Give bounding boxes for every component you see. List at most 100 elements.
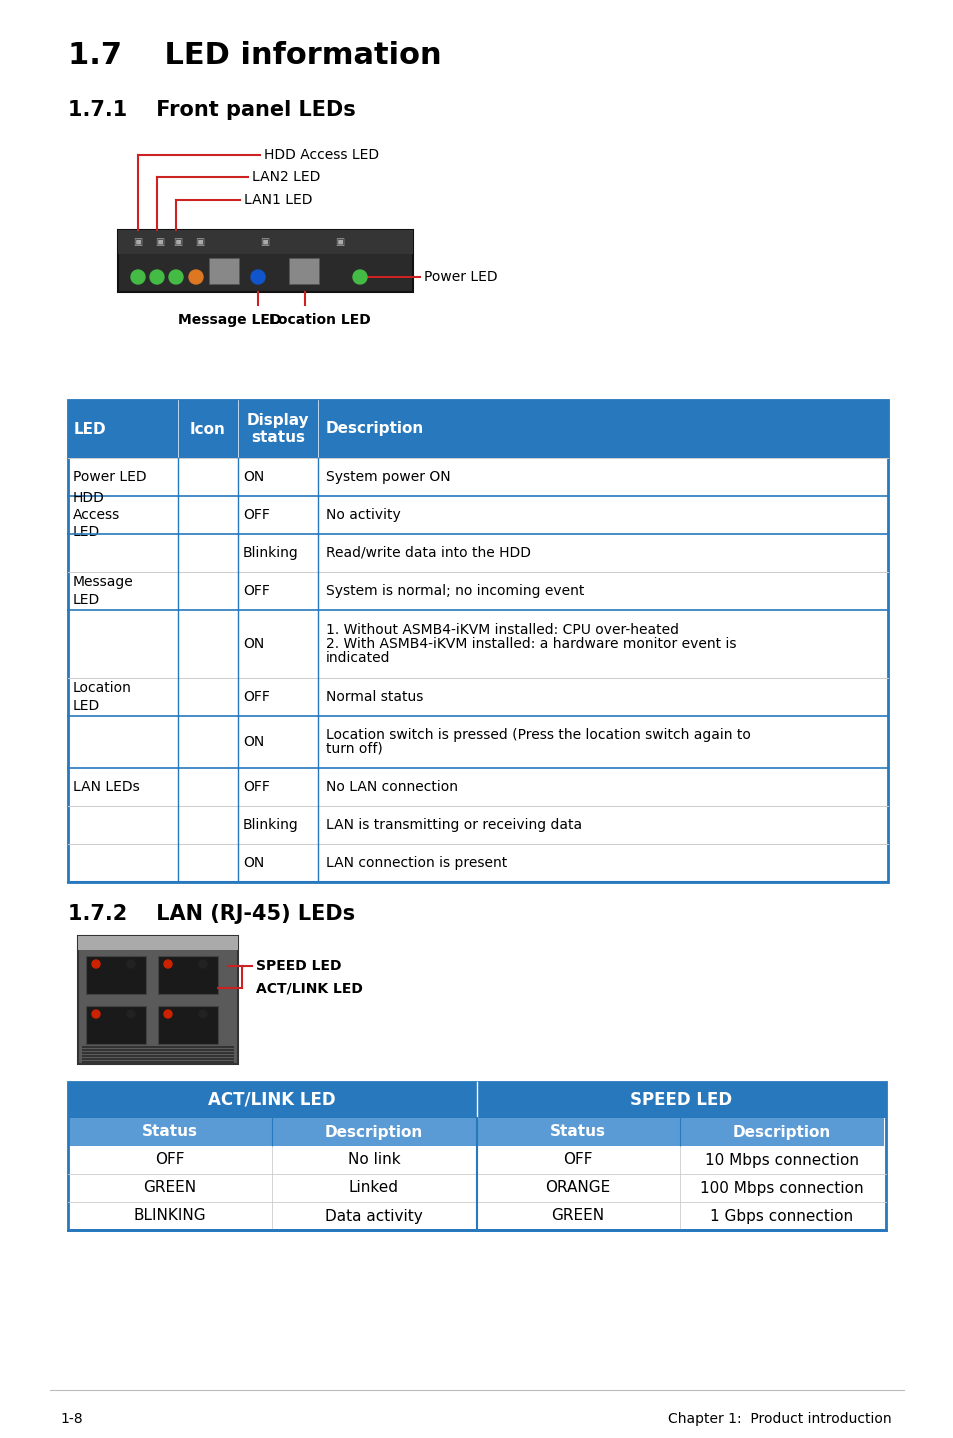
Text: Power LED: Power LED (73, 470, 147, 485)
Text: 1. Without ASMB4-iKVM installed: CPU over-heated: 1. Without ASMB4-iKVM installed: CPU ove… (326, 623, 679, 637)
Text: ▣: ▣ (195, 237, 204, 247)
Text: status: status (251, 430, 305, 446)
Text: 100 Mbps connection: 100 Mbps connection (700, 1181, 862, 1195)
Circle shape (127, 961, 135, 968)
Bar (68, 844, 887, 881)
Text: Message
LED: Message LED (73, 575, 133, 607)
Text: GREEN: GREEN (551, 1208, 604, 1224)
Bar (82, 1055, 233, 1057)
Bar (209, 257, 239, 283)
Text: OFF: OFF (562, 1152, 592, 1168)
Circle shape (199, 1009, 207, 1018)
Text: Location LED: Location LED (269, 313, 371, 326)
Text: OFF: OFF (243, 690, 270, 705)
Text: Location
LED: Location LED (73, 682, 132, 713)
Text: System is normal; no incoming event: System is normal; no incoming event (326, 584, 584, 598)
Text: LAN connection is present: LAN connection is present (326, 856, 507, 870)
Text: 1.7.1    Front panel LEDs: 1.7.1 Front panel LEDs (68, 101, 355, 119)
Circle shape (127, 1009, 135, 1018)
Text: Read/write data into the HDD: Read/write data into the HDD (326, 546, 531, 559)
Text: Status: Status (550, 1125, 605, 1139)
Bar (68, 400, 887, 457)
Bar (476, 1081, 885, 1117)
Bar (158, 1007, 218, 1044)
Circle shape (189, 270, 203, 283)
Text: 2. With ASMB4-iKVM installed: a hardware monitor event is: 2. With ASMB4-iKVM installed: a hardware… (326, 637, 736, 651)
Bar (82, 1045, 233, 1048)
Circle shape (353, 270, 367, 283)
Bar (68, 1146, 885, 1173)
Text: ORANGE: ORANGE (545, 1181, 610, 1195)
Bar (68, 1081, 885, 1229)
Text: LED: LED (74, 421, 107, 437)
Bar (78, 936, 237, 951)
Text: LAN2 LED: LAN2 LED (252, 170, 320, 184)
Text: OFF: OFF (243, 779, 270, 794)
Text: Blinking: Blinking (243, 818, 298, 833)
Bar (289, 257, 318, 283)
Bar (68, 400, 887, 881)
Bar (68, 807, 887, 844)
Text: LAN LEDs: LAN LEDs (73, 779, 139, 794)
Text: Display: Display (247, 413, 309, 427)
Circle shape (131, 270, 145, 283)
Bar (82, 1048, 233, 1051)
Text: LAN is transmitting or receiving data: LAN is transmitting or receiving data (326, 818, 581, 833)
Text: OFF: OFF (155, 1152, 185, 1168)
Text: 1.7.2    LAN (RJ-45) LEDs: 1.7.2 LAN (RJ-45) LEDs (68, 905, 355, 925)
Bar (78, 936, 237, 1064)
Circle shape (251, 270, 265, 283)
Text: No activity: No activity (326, 508, 400, 522)
Bar (68, 496, 887, 533)
Bar (82, 1061, 233, 1063)
Text: ON: ON (243, 856, 264, 870)
Bar (68, 677, 887, 716)
Text: BLINKING: BLINKING (133, 1208, 206, 1224)
Text: ACT/LINK LED: ACT/LINK LED (208, 1091, 335, 1109)
Text: SPEED LED: SPEED LED (255, 959, 341, 974)
Text: ▣: ▣ (335, 237, 344, 247)
Text: Blinking: Blinking (243, 546, 298, 559)
Text: ▣: ▣ (155, 237, 165, 247)
Bar (68, 1173, 885, 1202)
Bar (86, 1007, 146, 1044)
Text: No link: No link (347, 1152, 400, 1168)
Text: 10 Mbps connection: 10 Mbps connection (704, 1152, 858, 1168)
Text: ACT/LINK LED: ACT/LINK LED (255, 981, 362, 995)
Bar (68, 457, 887, 496)
Bar (158, 956, 218, 994)
Text: ON: ON (243, 470, 264, 485)
Bar (68, 572, 887, 610)
Text: Icon: Icon (190, 421, 226, 437)
Bar (68, 610, 887, 677)
Bar (68, 533, 887, 572)
Text: Location switch is pressed (Press the location switch again to: Location switch is pressed (Press the lo… (326, 728, 750, 742)
Bar (272, 1117, 476, 1146)
Bar (82, 1058, 233, 1060)
Bar (86, 956, 146, 994)
Text: Status: Status (142, 1125, 198, 1139)
Text: Description: Description (732, 1125, 830, 1139)
Circle shape (169, 270, 183, 283)
Text: HDD
Access
LED: HDD Access LED (73, 490, 120, 539)
Bar (68, 1081, 476, 1117)
Text: System power ON: System power ON (326, 470, 450, 485)
Circle shape (199, 961, 207, 968)
Bar (82, 1053, 233, 1054)
Text: indicated: indicated (326, 651, 390, 664)
Text: 1 Gbps connection: 1 Gbps connection (710, 1208, 853, 1224)
Text: LAN1 LED: LAN1 LED (244, 193, 313, 207)
Text: OFF: OFF (243, 584, 270, 598)
Bar (679, 1117, 883, 1146)
Text: turn off): turn off) (326, 742, 382, 756)
Text: 1-8: 1-8 (60, 1412, 83, 1426)
Bar (68, 716, 887, 768)
Circle shape (164, 961, 172, 968)
Bar (68, 1117, 272, 1146)
Circle shape (91, 961, 100, 968)
Text: 1.7    LED information: 1.7 LED information (68, 40, 441, 69)
Text: ON: ON (243, 735, 264, 749)
Text: Description: Description (325, 1125, 423, 1139)
Bar (476, 1117, 679, 1146)
Text: Linked: Linked (349, 1181, 398, 1195)
